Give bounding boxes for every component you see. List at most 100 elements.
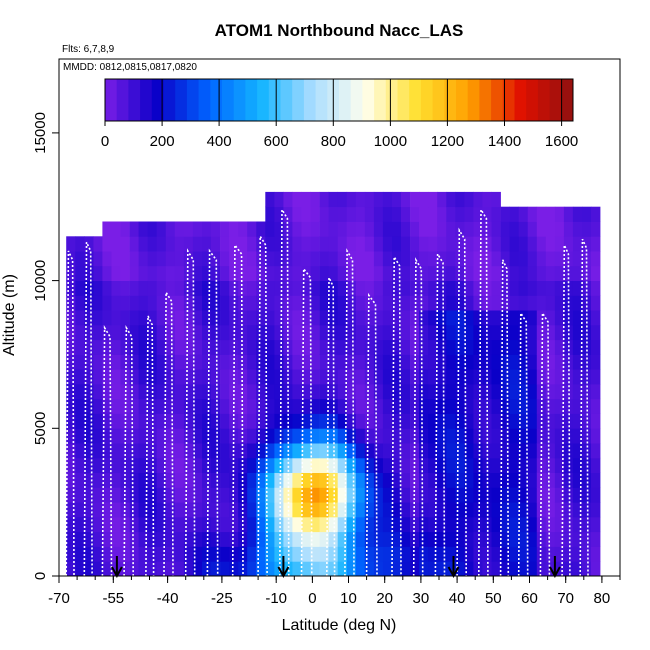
heatmap-cell bbox=[220, 487, 230, 503]
heatmap-cell bbox=[355, 428, 366, 444]
heatmap-cell bbox=[554, 472, 565, 488]
heatmap-cell bbox=[509, 502, 519, 518]
heatmap-cell bbox=[473, 457, 483, 473]
heatmap-cell bbox=[192, 295, 203, 311]
heatmap-cell bbox=[509, 546, 519, 562]
heatmap-cell bbox=[183, 457, 194, 473]
heatmap-cell bbox=[527, 398, 538, 414]
flight-track bbox=[326, 277, 336, 577]
heatmap-cell bbox=[536, 206, 547, 222]
heatmap-cell bbox=[319, 457, 329, 473]
heatmap-cell bbox=[192, 236, 203, 252]
heatmap-cell bbox=[364, 221, 375, 237]
heatmap-cell bbox=[192, 369, 203, 385]
heatmap-cell bbox=[364, 384, 375, 400]
heatmap-cell bbox=[256, 280, 266, 296]
heatmap-cell bbox=[572, 546, 583, 562]
heatmap-cell bbox=[437, 310, 447, 326]
heatmap-cell bbox=[229, 516, 239, 533]
heatmap-cell bbox=[491, 472, 501, 488]
heatmap-cell bbox=[319, 295, 329, 311]
heatmap-cell bbox=[364, 428, 375, 444]
heatmap-cell bbox=[192, 443, 203, 459]
heatmap-cell bbox=[156, 324, 167, 341]
heatmap-cell bbox=[473, 191, 483, 208]
heatmap-cell bbox=[437, 221, 447, 237]
heatmap-cell bbox=[138, 369, 148, 385]
heatmap-cell bbox=[591, 561, 601, 577]
heatmap-cell bbox=[102, 546, 112, 562]
heatmap-cell bbox=[265, 295, 275, 311]
heatmap-cell bbox=[455, 280, 465, 296]
heatmap-cell bbox=[192, 561, 203, 577]
heatmap-cell bbox=[410, 295, 420, 311]
heatmap-cell bbox=[518, 221, 529, 237]
heatmap-cell bbox=[464, 324, 474, 341]
heatmap-cell bbox=[319, 531, 329, 547]
heatmap-cell bbox=[419, 457, 429, 473]
heatmap-cell bbox=[346, 354, 357, 370]
heatmap-cell bbox=[401, 221, 411, 237]
heatmap-cell bbox=[527, 413, 538, 429]
heatmap-cell bbox=[238, 324, 248, 341]
heatmap-cell bbox=[111, 413, 121, 429]
heatmap-cell bbox=[563, 324, 574, 341]
heatmap-cell bbox=[274, 280, 284, 296]
heatmap-cell bbox=[220, 546, 230, 562]
heatmap-cell bbox=[265, 191, 275, 208]
heatmap-cell bbox=[138, 531, 148, 547]
heatmap-cell bbox=[401, 413, 411, 429]
heatmap-cell bbox=[491, 413, 501, 429]
heatmap-cell bbox=[545, 531, 556, 547]
heatmap-cell bbox=[174, 487, 185, 503]
heatmap-cell bbox=[446, 472, 456, 488]
colorbar-swatch bbox=[186, 79, 200, 121]
heatmap-cell bbox=[464, 384, 474, 400]
heatmap-cell bbox=[518, 265, 529, 281]
colorbar-tick-label: 0 bbox=[101, 133, 109, 150]
heatmap-cell bbox=[428, 236, 438, 252]
heatmap-cell bbox=[292, 457, 302, 473]
heatmap-cell bbox=[75, 280, 85, 296]
heatmap-cell bbox=[527, 310, 538, 326]
heatmap-cell bbox=[446, 191, 456, 208]
heatmap-cell bbox=[545, 221, 556, 237]
heatmap-cell bbox=[491, 502, 501, 518]
heatmap-cell bbox=[446, 295, 456, 311]
heatmap-cell bbox=[410, 310, 420, 326]
heatmap-cell bbox=[382, 265, 393, 281]
heatmap-cell bbox=[437, 561, 447, 577]
heatmap-cell bbox=[509, 443, 519, 459]
heatmap-cell bbox=[156, 428, 167, 444]
heatmap-cell bbox=[265, 251, 275, 267]
heatmap-cell bbox=[446, 561, 456, 577]
heatmap-cell bbox=[382, 546, 393, 562]
heatmap-cell bbox=[211, 502, 221, 518]
heatmap-cell bbox=[192, 251, 203, 267]
heatmap-cell bbox=[102, 295, 112, 311]
x-tick-label: 30 bbox=[413, 590, 430, 607]
heatmap-cell bbox=[563, 236, 574, 252]
heatmap-cell bbox=[283, 324, 293, 341]
heatmap-cell bbox=[319, 472, 329, 488]
heatmap-cell bbox=[156, 472, 167, 488]
flight-track bbox=[65, 250, 75, 577]
heatmap-cell bbox=[419, 472, 429, 488]
heatmap-cell bbox=[129, 472, 139, 488]
heatmap-cell bbox=[274, 428, 284, 444]
heatmap-cell bbox=[328, 310, 338, 326]
heatmap-cell bbox=[283, 502, 293, 518]
heatmap-cell bbox=[265, 561, 275, 577]
heatmap-cell bbox=[410, 369, 420, 385]
heatmap-cell bbox=[527, 516, 538, 533]
heatmap-cell bbox=[473, 502, 483, 518]
heatmap-cell bbox=[364, 251, 375, 267]
heatmap-cell bbox=[491, 516, 501, 533]
heatmap-cell bbox=[138, 324, 148, 341]
heatmap-cell bbox=[256, 236, 266, 252]
heatmap-cell bbox=[174, 531, 185, 547]
heatmap-cell bbox=[174, 472, 185, 488]
heatmap-cell bbox=[392, 428, 402, 444]
flight-track bbox=[101, 324, 113, 577]
heatmap-cell bbox=[301, 191, 311, 208]
